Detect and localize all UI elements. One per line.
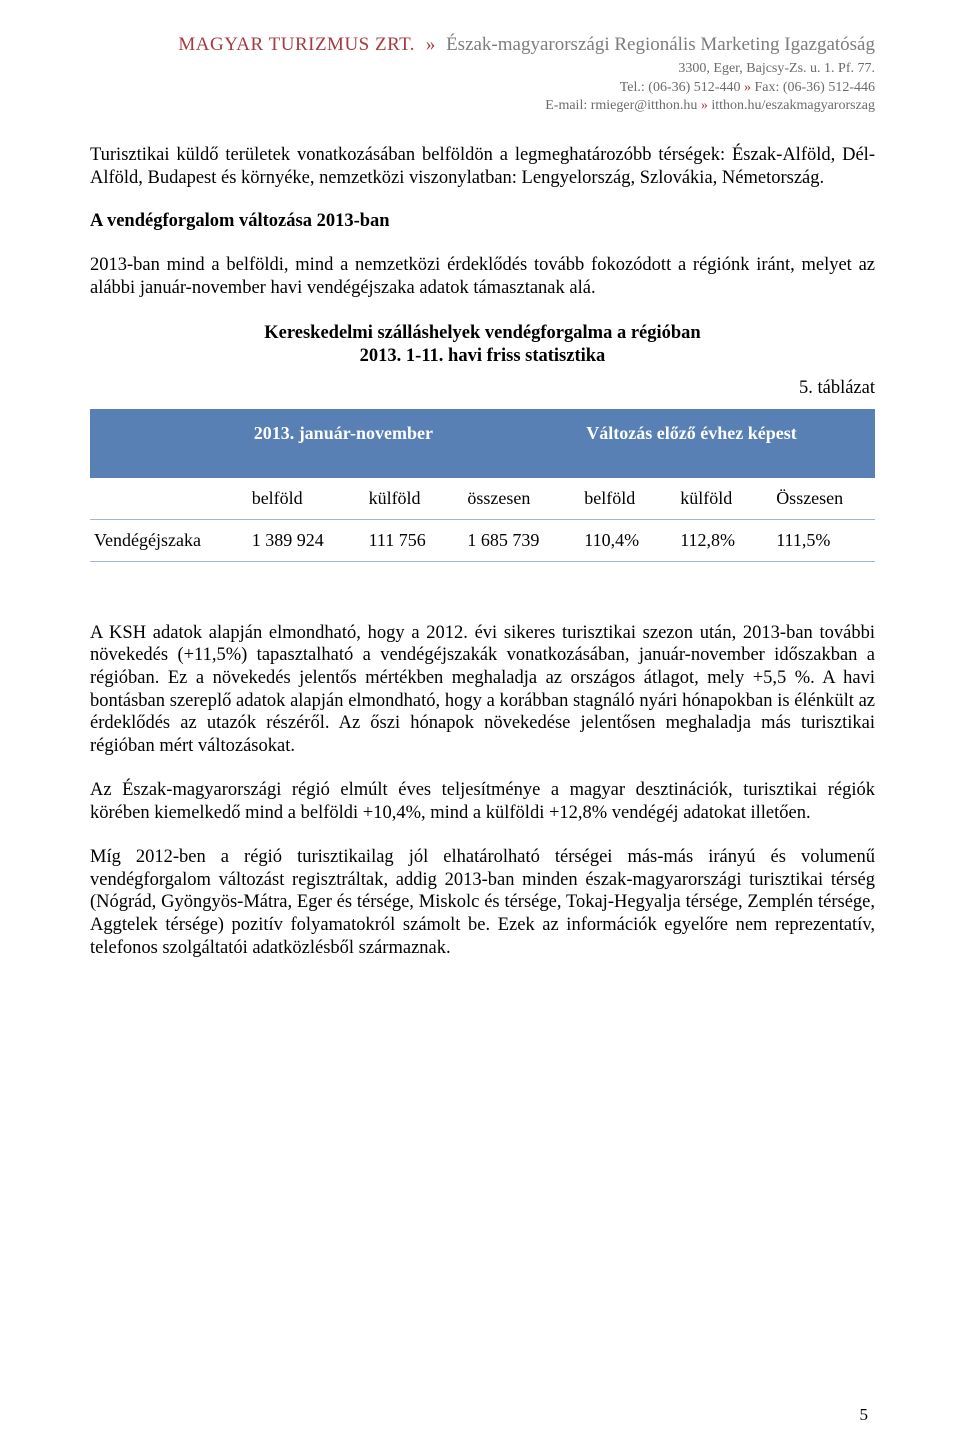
table-title-block: Kereskedelmi szálláshelyek vendégforgalm… [90, 322, 875, 368]
section-heading: A vendégforgalom változása 2013-ban [90, 211, 875, 232]
table-caption: 5. táblázat [90, 378, 875, 399]
table-subhead: külföld [357, 478, 456, 520]
email-label: E-mail: [545, 98, 587, 113]
table-subhead: összesen [455, 478, 572, 520]
brand-subtitle: Észak-magyarországi Regionális Marketing… [446, 34, 875, 55]
brand-name: MAGYAR TURIZMUS ZRT. [178, 34, 415, 55]
letterhead: MAGYAR TURIZMUS ZRT. » Észak-magyarorszá… [90, 32, 875, 116]
table-title-line1: Kereskedelmi szálláshelyek vendégforgalm… [90, 322, 875, 345]
table-cell: 112,8% [668, 519, 764, 561]
separator: » [744, 80, 751, 95]
table-cell: 1 389 924 [240, 519, 357, 561]
table-group-row: 2013. január-november Változás előző évh… [90, 409, 875, 478]
paragraph-1: Turisztikai küldő területek vonatkozásáb… [90, 144, 875, 189]
table-empty-head [90, 409, 240, 478]
tel-value: (06-36) 512-440 [648, 80, 740, 95]
table-subhead: belföld [572, 478, 668, 520]
table-subhead: belföld [240, 478, 357, 520]
table-subhead-row: belföld külföld összesen belföld külföld… [90, 478, 875, 520]
letterhead-address: 3300, Eger, Bajcsy-Zs. u. 1. Pf. 77. [90, 60, 875, 79]
paragraph-2: 2013-ban mind a belföldi, mind a nemzetk… [90, 254, 875, 299]
fax-value: (06-36) 512-446 [783, 80, 875, 95]
letterhead-contact: E-mail: rmieger@itthon.hu » itthon.hu/es… [90, 97, 875, 116]
email-value: rmieger@itthon.hu [591, 98, 698, 113]
paragraph-5: Míg 2012-ben a régió turisztikailag jól … [90, 846, 875, 959]
table-row-label: Vendégéjszaka [90, 519, 240, 561]
paragraph-3: A KSH adatok alapján elmondható, hogy a … [90, 622, 875, 757]
table-group-left: 2013. január-november [240, 409, 573, 478]
page: MAGYAR TURIZMUS ZRT. » Észak-magyarorszá… [0, 0, 960, 1453]
table-cell: 111 756 [357, 519, 456, 561]
table-title-line2: 2013. 1-11. havi friss statisztika [90, 345, 875, 368]
paragraph-4: Az Észak-magyarországi régió elmúlt éves… [90, 779, 875, 824]
table-cell: 111,5% [764, 519, 875, 561]
separator: » [426, 34, 436, 55]
page-number: 5 [860, 1405, 869, 1425]
data-table: 2013. január-november Változás előző évh… [90, 409, 875, 562]
table-cell: 1 685 739 [455, 519, 572, 561]
table-cell: 110,4% [572, 519, 668, 561]
separator: » [701, 98, 708, 113]
fax-label: Fax: [754, 80, 779, 95]
table-subhead: Összesen [764, 478, 875, 520]
table-subhead: külföld [668, 478, 764, 520]
table-group-right: Változás előző évhez képest [572, 409, 875, 478]
tel-label: Tel.: [620, 80, 645, 95]
letterhead-phone: Tel.: (06-36) 512-440 » Fax: (06-36) 512… [90, 79, 875, 98]
table-row: Vendégéjszaka 1 389 924 111 756 1 685 73… [90, 519, 875, 561]
web-value: itthon.hu/eszakmagyarorszag [711, 98, 875, 113]
letterhead-line1: MAGYAR TURIZMUS ZRT. » Észak-magyarorszá… [90, 32, 875, 58]
table-empty-sub [90, 478, 240, 520]
